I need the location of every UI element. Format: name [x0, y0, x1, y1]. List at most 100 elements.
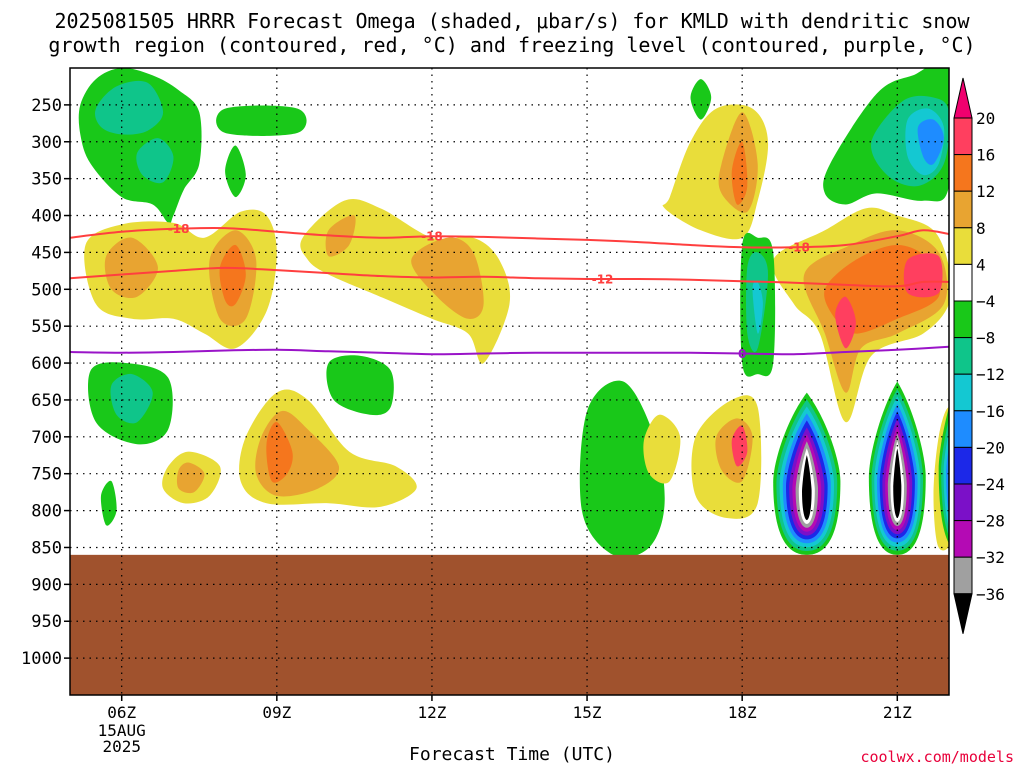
y-tick-label-850: 850: [31, 538, 62, 558]
dgz-contour-minus12-line: [70, 266, 949, 288]
y-tick-label-550: 550: [31, 317, 62, 337]
colorbar-label-7: −12: [976, 365, 1005, 384]
colorbar-band-3: [953, 227, 973, 265]
y-tick-label-800: 800: [31, 502, 62, 522]
colorbar-label-5: −4: [976, 292, 995, 311]
omega-region-right-big-down-5: [835, 296, 856, 349]
y-tick-950: 950: [31, 612, 70, 632]
x-tick-label-21Z: 21Z: [883, 703, 912, 722]
colorbar-label-10: −24: [976, 475, 1005, 494]
omega-region-lower-right-down-3: [731, 425, 748, 467]
colorbar-label-0: 20: [976, 109, 995, 128]
y-tick-label-600: 600: [31, 354, 62, 374]
y-tick-900: 900: [31, 575, 70, 595]
colorbar-label-3: 8: [976, 219, 986, 238]
colorbar-top-arrow: [953, 77, 973, 119]
omega-region-lower-center-up: [326, 355, 394, 416]
x-tick-label-06Z: 06Z: [107, 703, 136, 722]
colorbar-band-10: [953, 483, 973, 522]
y-tick-300: 300: [31, 133, 70, 153]
x-tick-12Z: 12Z: [417, 695, 447, 722]
x-tick-18Z: 18Z: [728, 695, 757, 722]
y-tick-850: 850: [31, 538, 70, 558]
colorbar-band-7: [953, 373, 973, 412]
colorbar-label-9: −20: [976, 438, 1005, 457]
y-tick-750: 750: [31, 465, 70, 485]
colorbar-band-4: [953, 263, 973, 302]
omega-region-lower-left-up-3: [100, 480, 117, 526]
x-tick-label-12Z: 12Z: [417, 703, 446, 722]
colorbar-band-12: [953, 556, 973, 595]
omega-region-upper-left-core: [94, 80, 164, 135]
x-axis-label: Forecast Time (UTC): [409, 744, 615, 765]
dgz-contour-minus18-label-0: -18: [168, 222, 190, 236]
y-tick-label-300: 300: [31, 133, 62, 153]
colorbar-band-5: [953, 300, 973, 339]
omega-region-mid-left-down-2: [104, 237, 158, 299]
omega-region-lower-left-down-5: [176, 462, 205, 494]
colorbar-bottom-arrow: [953, 593, 973, 634]
x-date-label-0: 15AUG: [98, 721, 146, 740]
chart-title-line-2: growth region (contoured, red, °C) and f…: [48, 33, 976, 57]
omega-region-upper-mid-up: [216, 105, 307, 136]
y-tick-250: 250: [31, 96, 70, 116]
freezing-level-contour-line: [70, 345, 949, 356]
y-tick-label-750: 750: [31, 465, 62, 485]
omega-region-lower-left-up-2: [110, 373, 153, 424]
y-tick-label-900: 900: [31, 575, 62, 595]
colorbar-band-9: [953, 446, 973, 485]
colorbar-label-6: −8: [976, 329, 995, 348]
omega-region-upper-right-core-3: [917, 119, 944, 165]
colorbar-label-2: 12: [976, 182, 995, 201]
y-tick-label-950: 950: [31, 612, 62, 632]
omega-region-mid-lower-up-3: [752, 280, 763, 334]
y-tick-800: 800: [31, 502, 70, 522]
y-tick-label-1000: 1000: [21, 649, 62, 669]
omega-region-right-mid-down-3: [731, 141, 748, 205]
colorbar-label-4: 4: [976, 255, 986, 274]
chart-title-line-1: 2025081505 HRRR Forecast Omega (shaded, …: [54, 9, 970, 33]
colorbar-band-11: [953, 520, 973, 558]
omega-region-upper-mid-up-2: [225, 145, 246, 198]
y-tick-400: 400: [31, 207, 70, 227]
y-tick-650: 650: [31, 391, 70, 411]
y-tick-label-700: 700: [31, 428, 62, 448]
omega-region-upper-left-core-2: [136, 138, 174, 184]
y-tick-label-350: 350: [31, 170, 62, 190]
x-date-label-1: 2025: [102, 737, 141, 756]
y-tick-700: 700: [31, 428, 70, 448]
y-tick-label-500: 500: [31, 280, 62, 300]
colorbar-label-1: 16: [976, 146, 995, 165]
y-tick-350: 350: [31, 170, 70, 190]
dgz-contour-minus18-label-2: -18: [788, 241, 810, 255]
colorbar-band-0: [953, 117, 973, 156]
x-tick-09Z: 09Z: [262, 695, 292, 722]
x-tick-label-18Z: 18Z: [728, 703, 757, 722]
y-tick-label-400: 400: [31, 207, 62, 227]
dgz-contour-minus18-label-1: -18: [421, 230, 443, 244]
colorbar-band-2: [953, 190, 973, 229]
colorbar-label-13: −36: [976, 585, 1005, 604]
y-tick-550: 550: [31, 317, 70, 337]
x-tick-21Z: 21Z: [883, 695, 912, 722]
colorbar-label-8: −16: [976, 402, 1005, 421]
omega-region-lower-mid-down: [643, 414, 681, 484]
y-tick-label-250: 250: [31, 96, 62, 116]
omega-region-lower-center-up-2: [579, 380, 665, 558]
omega-plume-2-band-9: [893, 448, 902, 518]
omega-region-small-up-top: [690, 79, 712, 120]
omega-region-right-big-down-4: [903, 253, 943, 298]
credit-text: coolwx.com/models: [860, 748, 1014, 766]
y-tick-label-650: 650: [31, 391, 62, 411]
y-tick-1000: 1000: [21, 649, 70, 669]
colorbar-band-8: [953, 410, 973, 448]
colorbar-band-1: [953, 154, 973, 192]
colorbar-label-12: −32: [976, 548, 1005, 567]
colorbar-band-6: [953, 337, 973, 375]
plot-frame: [69, 67, 950, 696]
x-tick-06Z: 06Z: [107, 695, 137, 722]
colorbar-label-11: −28: [976, 512, 1005, 531]
y-tick-600: 600: [31, 354, 70, 374]
y-tick-label-450: 450: [31, 243, 62, 263]
